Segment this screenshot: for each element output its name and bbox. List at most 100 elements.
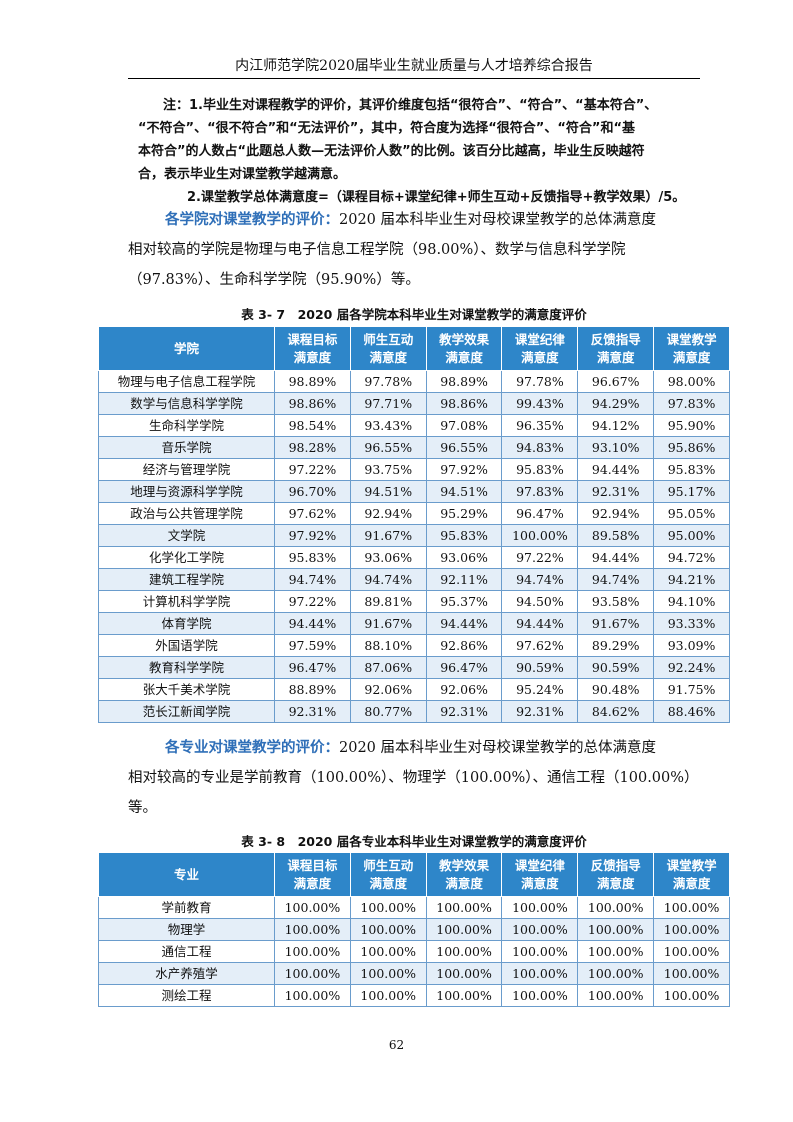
value-cell: 100.00% xyxy=(501,962,579,985)
value-cell: 94.74% xyxy=(577,568,655,591)
note-2: 2.课堂教学总体满意度=（课程目标+课堂纪律+师生互动+反馈指导+教学效果）/5… xyxy=(187,190,686,205)
table-row: 化学化工学院 95.83% 93.06% 93.06% 97.22% 94.44% 94.7… xyxy=(98,546,730,569)
value-cell: 95.90% xyxy=(653,414,730,437)
table-row: 通信工程 100.00% 100.00% 100.00% 100.00% 100.00% 1… xyxy=(98,940,730,963)
value-cell: 97.62% xyxy=(274,502,351,525)
value-cell: 94.51% xyxy=(349,480,427,503)
value-cell: 98.28% xyxy=(274,436,351,459)
value-cell: 88.89% xyxy=(274,678,351,701)
value-cell: 93.58% xyxy=(577,590,655,613)
college-evaluation-heading: 各学院对课堂教学的评价： xyxy=(165,212,339,228)
column-header-line: 满意度 xyxy=(293,349,332,365)
column-header-line: 满意度 xyxy=(596,875,635,891)
value-cell: 100.00% xyxy=(349,896,427,919)
value-cell: 95.24% xyxy=(501,678,579,701)
row-label-cell: 张大千美术学院 xyxy=(98,678,275,701)
value-cell: 93.06% xyxy=(425,546,503,569)
value-cell: 100.00% xyxy=(577,962,655,985)
value-cell: 100.00% xyxy=(349,918,427,941)
table-row: 学前教育 100.00% 100.00% 100.00% 100.00% 100.00% 1… xyxy=(98,896,730,919)
value-cell: 93.33% xyxy=(653,612,730,635)
column-header-major: 专业 xyxy=(98,852,275,897)
value-cell: 100.00% xyxy=(425,962,503,985)
row-label-cell: 物理学 xyxy=(98,918,275,941)
value-cell: 100.00% xyxy=(653,918,730,941)
value-cell: 96.47% xyxy=(274,656,351,679)
value-cell: 89.29% xyxy=(577,634,655,657)
row-label-cell: 外国语学院 xyxy=(98,634,275,657)
column-header-line: 反馈指导 xyxy=(590,331,641,347)
row-label-cell: 数学与信息科学学院 xyxy=(98,392,275,415)
value-cell: 93.43% xyxy=(349,414,427,437)
value-cell: 100.00% xyxy=(349,940,427,963)
value-cell: 93.09% xyxy=(653,634,730,657)
value-cell: 100.00% xyxy=(577,918,655,941)
note-1-line-2: “不符合”、“很不符合”和“无法评价”，其中，符合度为选择“很符合”、“符合”和… xyxy=(138,121,635,136)
value-cell: 97.62% xyxy=(501,634,579,657)
college-satisfaction-table: 学院 课程目标 满意度 师生互动 满意度 教学效果 满意度 课堂纪律 满意度 反馈指导 满意度 课堂… xyxy=(98,326,730,723)
row-label-cell: 建筑工程学院 xyxy=(98,568,275,591)
value-cell: 92.06% xyxy=(349,678,427,701)
value-cell: 94.29% xyxy=(577,392,655,415)
value-cell: 94.72% xyxy=(653,546,730,569)
value-cell: 90.48% xyxy=(577,678,655,701)
table-row: 数学与信息科学学院 98.86% 97.71% 98.86% 99.43% 94.29% 9… xyxy=(98,392,730,415)
value-cell: 98.89% xyxy=(425,370,503,393)
value-cell: 96.55% xyxy=(425,436,503,459)
value-cell: 98.86% xyxy=(425,392,503,415)
column-header: 课堂教学 满意度 xyxy=(653,326,730,371)
column-header: 教学效果 满意度 xyxy=(425,852,503,897)
column-header-line: 课堂纪律 xyxy=(514,857,565,873)
value-cell: 94.44% xyxy=(501,612,579,635)
value-cell: 97.22% xyxy=(274,458,351,481)
column-header-line: 课程目标 xyxy=(287,331,338,347)
column-header-line: 满意度 xyxy=(521,875,559,891)
value-cell: 98.00% xyxy=(653,370,730,393)
column-header-line: 反馈指导 xyxy=(590,857,641,873)
value-cell: 93.10% xyxy=(577,436,655,459)
column-header-line: 满意度 xyxy=(521,349,559,365)
value-cell: 100.00% xyxy=(501,984,579,1007)
column-header: 课堂教学 满意度 xyxy=(653,852,730,897)
value-cell: 95.86% xyxy=(653,436,730,459)
major-evaluation-heading: 各专业对课堂教学的评价： xyxy=(165,740,339,756)
value-cell: 94.44% xyxy=(274,612,351,635)
row-label-cell: 经济与管理学院 xyxy=(98,458,275,481)
value-cell: 100.00% xyxy=(501,940,579,963)
value-cell: 100.00% xyxy=(577,940,655,963)
column-header-line: 满意度 xyxy=(445,349,483,365)
college-evaluation-line-1: 2020 届本科毕业生对母校课堂教学的总体满意度 xyxy=(339,212,657,228)
value-cell: 92.94% xyxy=(577,502,655,525)
row-label-cell: 计算机科学学院 xyxy=(98,590,275,613)
table-row: 地理与资源科学学院 96.70% 94.51% 94.51% 97.83% 92.31% 9… xyxy=(98,480,730,503)
value-cell: 97.78% xyxy=(501,370,579,393)
note-1-line-3: 本符合”的人数占“此题总人数—无法评价人数”的比例。该百分比越高，毕业生反映越符 xyxy=(138,144,645,159)
value-cell: 97.22% xyxy=(501,546,579,569)
value-cell: 94.50% xyxy=(501,590,579,613)
row-label-cell: 水产养殖学 xyxy=(98,962,275,985)
table-row: 经济与管理学院 97.22% 93.75% 97.92% 95.83% 94.44% 95.… xyxy=(98,458,730,481)
row-label-cell: 文学院 xyxy=(98,524,275,547)
value-cell: 100.00% xyxy=(349,984,427,1007)
major-evaluation-line-2: 相对较高的专业是学前教育（100.00%）、物理学（100.00%）、通信工程（… xyxy=(128,770,699,786)
value-cell: 97.83% xyxy=(653,392,730,415)
major-evaluation-paragraph: 各专业对课堂教学的评价：2020 届本科毕业生对母校课堂教学的总体满意度 相对较… xyxy=(128,733,700,823)
value-cell: 94.51% xyxy=(425,480,503,503)
table-row: 外国语学院 97.59% 88.10% 92.86% 97.62% 89.29% 93.09… xyxy=(98,634,730,657)
table-row: 计算机科学学院 97.22% 89.81% 95.37% 94.50% 93.58% 94.… xyxy=(98,590,730,613)
value-cell: 100.00% xyxy=(501,896,579,919)
note-1-line-1: 注：1.毕业生对课程教学的评价，其评价维度包括“很符合”、“符合”、“基本符合”… xyxy=(163,98,658,113)
table-row: 政治与公共管理学院 97.62% 92.94% 95.29% 96.47% 92.94% 9… xyxy=(98,502,730,525)
value-cell: 94.21% xyxy=(653,568,730,591)
value-cell: 95.00% xyxy=(653,524,730,547)
value-cell: 92.31% xyxy=(274,700,351,723)
college-evaluation-line-3: （97.83%）、生命科学学院（95.90%）等。 xyxy=(128,272,420,288)
value-cell: 87.06% xyxy=(349,656,427,679)
value-cell: 100.00% xyxy=(425,896,503,919)
value-cell: 94.74% xyxy=(349,568,427,591)
value-cell: 97.92% xyxy=(274,524,351,547)
value-cell: 92.31% xyxy=(425,700,503,723)
major-evaluation-line-3: 等。 xyxy=(128,800,157,816)
value-cell: 91.67% xyxy=(349,524,427,547)
value-cell: 97.78% xyxy=(349,370,427,393)
